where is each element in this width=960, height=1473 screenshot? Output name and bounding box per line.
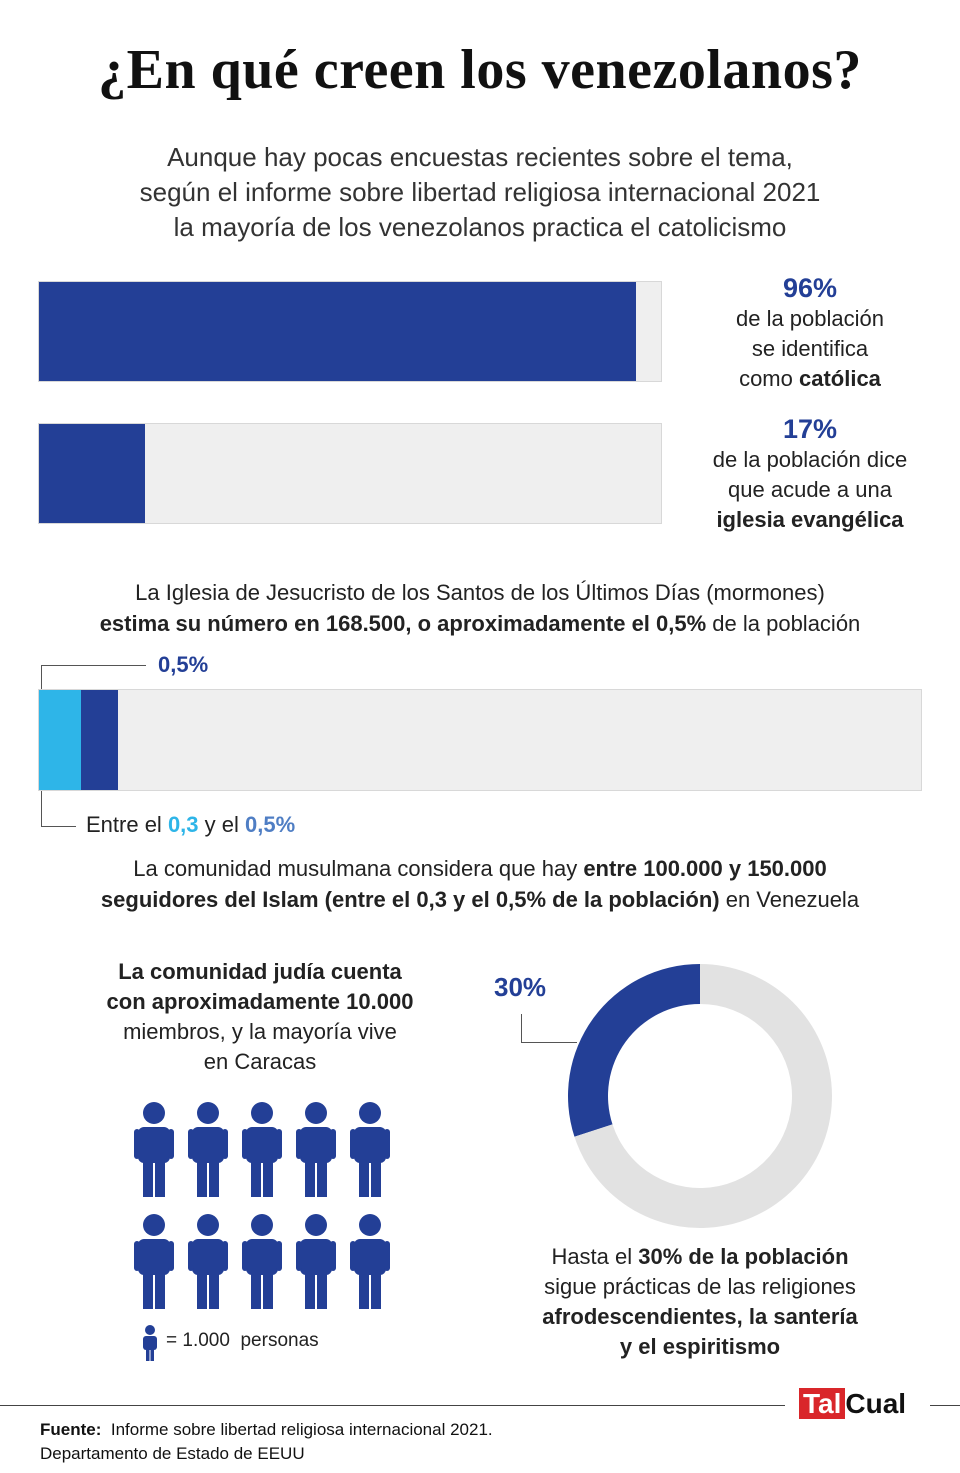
donut-chart	[568, 964, 832, 1228]
page-title: ¿En qué creen los venezolanos?	[98, 39, 862, 101]
evangelical-line: que acude a una	[728, 477, 892, 502]
evangelical-percent: 17%	[782, 414, 838, 444]
top-leader-line	[41, 665, 146, 691]
muslim-line-pre: La comunidad musulmana considera que hay	[133, 856, 584, 881]
footer-line: Fuente: Informe sobre libertad religiosa…	[40, 1418, 493, 1442]
jewish-line: con aproximadamente 10.000	[70, 987, 450, 1017]
jewish-text: La comunidad judía cuenta con aproximada…	[70, 957, 450, 1077]
donut-percent-label: 30%	[494, 972, 547, 1002]
person-icon	[242, 1102, 282, 1197]
catholic-line: se identifica	[751, 336, 869, 361]
catholic-bar-track	[38, 281, 662, 382]
pictogram-legend: = 1.000 personas	[166, 1330, 319, 1351]
minority-bar-track	[38, 689, 922, 791]
person-icon	[350, 1102, 390, 1197]
person-icon	[188, 1102, 228, 1197]
evangelical-line: iglesia evangélica	[680, 505, 940, 535]
jewish-line: miembros, y la mayoría vive	[123, 1019, 397, 1044]
mormon-text: La Iglesia de Jesucristo de los Santos d…	[20, 577, 940, 639]
catholic-line-pre: como	[739, 366, 799, 391]
catholic-caption: 96% de la población se identifica como c…	[680, 272, 940, 394]
brand-logo: Tal Cual	[799, 1388, 906, 1420]
donut-slice-afro	[568, 964, 700, 1137]
footer-source: Fuente: Informe sobre libertad religiosa…	[40, 1418, 493, 1466]
range-pre: Entre el	[86, 812, 168, 837]
muslim-range-label: Entre el 0,3 y el 0,5%	[86, 812, 295, 838]
catholic-line: de la población	[735, 306, 884, 331]
jewish-line-bold: con aproximadamente 10.000	[106, 989, 414, 1014]
muslim-line: La comunidad musulmana considera que hay…	[20, 853, 940, 884]
afro-line: y el espiritismo	[500, 1332, 900, 1362]
mormon-percent-label: 0,5%	[158, 652, 209, 677]
person-icon	[188, 1214, 228, 1309]
person-icon	[242, 1214, 282, 1309]
footer-source-text: Informe sobre libertad religiosa interna…	[110, 1420, 493, 1439]
jewish-line: La comunidad judía cuenta	[70, 957, 450, 987]
muslim-bar	[39, 690, 82, 790]
range-low: 0,3	[167, 812, 199, 837]
catholic-bar	[39, 282, 637, 381]
bottom-leader-line	[41, 791, 76, 827]
afro-line: afrodescendientes, la santería	[500, 1302, 900, 1332]
catholic-line: como católica	[680, 364, 940, 394]
afro-line-pre: Hasta el	[551, 1244, 639, 1269]
person-icon	[143, 1325, 157, 1361]
jewish-line-bold: La comunidad judía cuenta	[118, 959, 402, 984]
mormon-line: estima su número en 168.500, o aproximad…	[20, 608, 940, 639]
subtitle-line: Aunque hay pocas encuestas recientes sob…	[167, 142, 793, 172]
afro-text: Hasta el 30% de la población sigue práct…	[500, 1242, 900, 1362]
evangelical-bar	[39, 424, 145, 523]
afro-line-bold: afrodescendientes, la santería	[542, 1304, 858, 1329]
afro-line-bold: 30% de la población	[638, 1244, 849, 1269]
person-icon	[134, 1102, 174, 1197]
range-mid: y el	[198, 812, 245, 837]
person-icon	[350, 1214, 390, 1309]
pictogram-chart	[134, 1102, 390, 1309]
person-icon	[296, 1102, 336, 1197]
muslim-line-bold: entre 100.000 y 150.000	[583, 856, 827, 881]
evangelical-caption: 17% de la población dice que acude a una…	[680, 413, 940, 535]
muslim-line: seguidores del Islam (entre el 0,3 y el …	[20, 884, 940, 915]
donut-slice-rest	[574, 964, 832, 1228]
jewish-line: en Caracas	[203, 1049, 317, 1074]
subtitle: Aunque hay pocas encuestas recientes sob…	[60, 140, 900, 245]
logo-cual: Cual	[845, 1388, 907, 1419]
footer-divider-right	[930, 1405, 960, 1406]
logo-ta: Tal	[799, 1388, 846, 1419]
footer-divider-left	[0, 1405, 785, 1406]
mormon-line-bold: estima su número en 168.500, o aproximad…	[99, 611, 707, 636]
muslim-text: La comunidad musulmana considera que hay…	[20, 853, 940, 915]
mormon-line: La Iglesia de Jesucristo de los Santos d…	[135, 580, 825, 605]
footer-line: Departamento de Estado de EEUU	[40, 1444, 305, 1463]
person-icon	[296, 1214, 336, 1309]
muslim-line-rest: en Venezuela	[719, 887, 860, 912]
person-icon	[134, 1214, 174, 1309]
afro-line: sigue prácticas de las religiones	[544, 1274, 856, 1299]
catholic-percent: 96%	[782, 273, 838, 303]
evangelical-line: de la población dice	[712, 447, 908, 472]
mormon-line-rest: de la población	[706, 611, 861, 636]
donut-leader-line	[521, 1014, 577, 1043]
catholic-line-bold: católica	[798, 366, 881, 391]
footer-label: Fuente:	[40, 1420, 102, 1439]
range-high: 0,5%	[245, 812, 296, 837]
evangelical-bar-track	[38, 423, 662, 524]
muslim-line-bold: seguidores del Islam (entre el 0,3 y el …	[100, 887, 720, 912]
afro-line: Hasta el 30% de la población	[500, 1242, 900, 1272]
subtitle-line: según el informe sobre libertad religios…	[139, 177, 821, 207]
evangelical-line-bold: iglesia evangélica	[716, 507, 904, 532]
subtitle-line: la mayoría de los venezolanos practica e…	[173, 212, 787, 242]
afro-line-bold: y el espiritismo	[619, 1334, 781, 1359]
